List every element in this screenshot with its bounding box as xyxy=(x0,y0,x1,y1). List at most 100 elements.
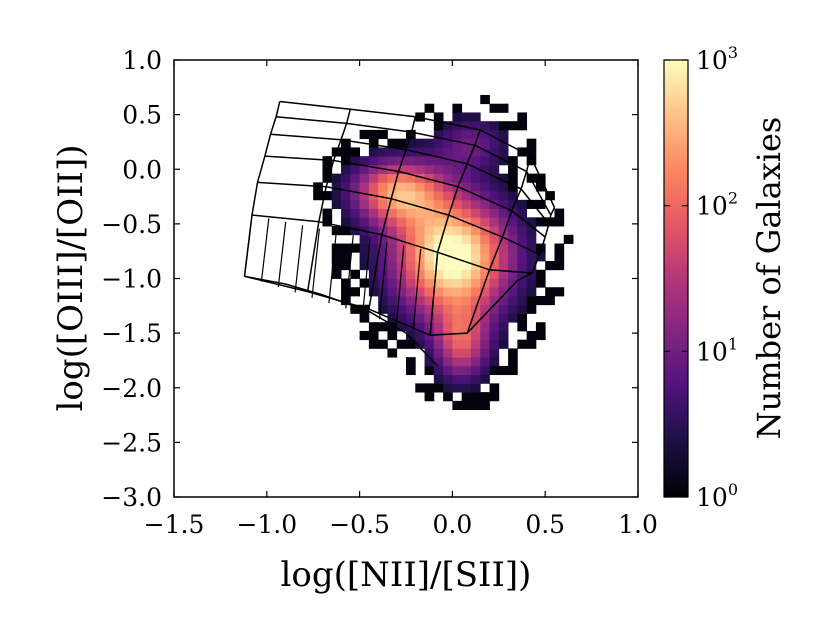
heatmap-cell xyxy=(498,129,509,140)
heatmap-cell xyxy=(461,129,472,140)
heatmap-cell xyxy=(378,252,388,262)
heatmap-cell xyxy=(424,217,435,227)
heatmap-cell xyxy=(452,278,463,288)
heatmap-cell xyxy=(508,252,518,262)
heatmap-cell xyxy=(341,287,351,297)
heatmap-cell xyxy=(498,295,509,306)
heatmap-cell xyxy=(424,304,435,314)
heatmap-cell xyxy=(452,348,463,358)
heatmap-cell xyxy=(480,261,490,271)
heatmap-cell xyxy=(415,173,425,183)
heatmap-cell xyxy=(396,278,407,288)
heatmap-cell xyxy=(480,252,490,262)
heatmap-cell xyxy=(461,243,472,253)
heatmap-cell xyxy=(470,147,481,157)
grid-line xyxy=(306,109,352,292)
heatmap-cell xyxy=(331,252,342,262)
heatmap-cell xyxy=(498,173,509,183)
heatmap-cell xyxy=(480,164,490,175)
heatmap-cell xyxy=(489,147,500,157)
heatmap-cell xyxy=(396,243,407,253)
heatmap-cell xyxy=(480,199,490,209)
heatmap-cell xyxy=(424,261,435,271)
heatmap-cell xyxy=(359,173,370,183)
heatmap-cell xyxy=(461,339,472,349)
heatmap-cell xyxy=(406,269,416,279)
heatmap-cell xyxy=(480,330,490,341)
heatmap-cell xyxy=(443,129,453,140)
heatmap-cell xyxy=(378,129,388,140)
heatmap-cell xyxy=(359,191,370,201)
heatmap-cell xyxy=(480,217,490,227)
heatmap-cell xyxy=(508,313,518,323)
heatmap-cell xyxy=(378,243,388,253)
heatmap-cell xyxy=(415,269,425,279)
grid-line xyxy=(243,215,253,277)
heatmap-cell xyxy=(498,261,509,271)
heatmap-cell xyxy=(406,226,416,236)
heatmap-cell xyxy=(480,392,490,402)
heatmap-cell xyxy=(433,261,444,271)
heatmap-cell xyxy=(387,243,398,253)
heatmap-cell xyxy=(498,121,509,131)
heatmap-cell xyxy=(387,261,398,271)
x-tick-label: 1.0 xyxy=(618,510,658,539)
heatmap-cell xyxy=(461,287,472,297)
heatmap-cell xyxy=(535,330,546,341)
heatmap-cell xyxy=(406,173,416,183)
heatmap-cell xyxy=(545,261,555,271)
heatmap-cell xyxy=(480,182,490,192)
heatmap-cell xyxy=(406,304,416,314)
heatmap-cell xyxy=(415,313,425,323)
heatmap-cell xyxy=(489,164,500,175)
heatmap-cell xyxy=(554,217,565,227)
heatmap-cell xyxy=(489,322,500,332)
heatmap-cell xyxy=(406,208,416,218)
heatmap-cell xyxy=(526,173,537,183)
heatmap-cell xyxy=(378,339,388,349)
heatmap-cell xyxy=(443,278,453,288)
heatmap-cell xyxy=(396,295,407,306)
heatmap-cell xyxy=(470,156,481,166)
heatmap-cell xyxy=(461,252,472,262)
heatmap-cell xyxy=(461,234,472,244)
heatmap-cell xyxy=(443,121,453,131)
heatmap-cell xyxy=(489,287,500,297)
heatmap-cell xyxy=(406,365,416,376)
heatmap-cell xyxy=(470,330,481,341)
heatmap-cell xyxy=(470,226,481,236)
heatmap-cell xyxy=(322,164,333,175)
heatmap-cell xyxy=(498,322,509,332)
heatmap-cell xyxy=(470,199,481,209)
heatmap-cell xyxy=(526,217,537,227)
heatmap-cell xyxy=(406,156,416,166)
heatmap-cell xyxy=(452,383,463,393)
x-axis-title: log([NII]/[SII]) xyxy=(281,555,532,595)
heatmap-cell xyxy=(341,208,351,218)
heatmap-cell xyxy=(368,129,379,140)
heatmap-cell xyxy=(461,295,472,306)
heatmap-cell xyxy=(368,269,379,279)
heatmap-cell xyxy=(498,217,509,227)
heatmap-cell xyxy=(443,138,453,148)
heatmap-cell xyxy=(452,400,463,410)
heatmap-cell xyxy=(396,217,407,227)
heatmap-cell xyxy=(508,191,518,201)
heatmap-cell xyxy=(350,287,360,297)
grid-line xyxy=(257,181,540,256)
heatmap-cell xyxy=(470,383,481,393)
heatmap-cell xyxy=(424,182,435,192)
heatmap-cell xyxy=(368,182,379,192)
heatmap-cell xyxy=(526,287,537,297)
heatmap-cell xyxy=(378,287,388,297)
y-tick-label: 1.0 xyxy=(122,46,162,75)
heatmap-cell xyxy=(461,365,472,376)
heatmap-cell xyxy=(480,348,490,358)
heatmap-cell xyxy=(387,304,398,314)
heatmap-cell xyxy=(433,138,444,148)
heatmap-cell xyxy=(498,252,509,262)
heatmap-cell xyxy=(470,217,481,227)
heatmap-cell xyxy=(368,322,379,332)
heatmap-cell xyxy=(387,287,398,297)
x-tick-label: 0.0 xyxy=(433,510,473,539)
